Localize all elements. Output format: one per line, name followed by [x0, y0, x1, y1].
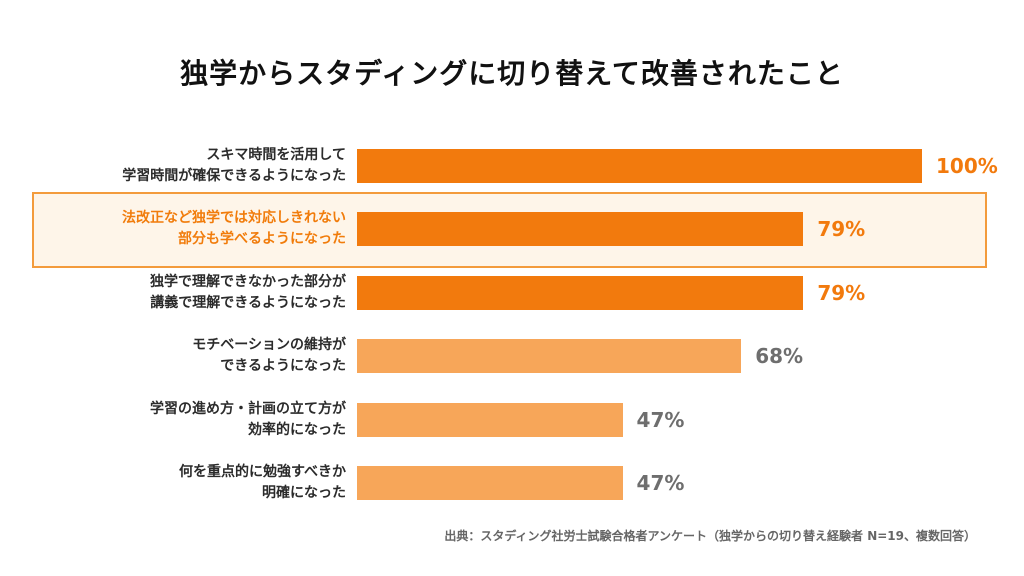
category-label: 独学で理解できなかった部分が 講義で理解できるようになった — [46, 272, 346, 314]
chart-title: 独学からスタディングに切り替えて改善されたこと — [180, 57, 844, 90]
bar — [357, 339, 742, 374]
category-label-line: できるようになった — [220, 358, 346, 375]
value-label: 79% — [817, 280, 866, 305]
category-label: 学習の進め方・計画の立て方が効率的になった — [46, 399, 346, 441]
category-label-line: 部分も学べるようになった — [178, 231, 346, 248]
bar — [357, 275, 804, 310]
value-label: 79% — [817, 217, 866, 242]
category-label-line: 独学で理解できなかった部分が — [150, 273, 346, 290]
source-note: 出典：スタディング社労士試験合格者アンケート（独学からの切り替え経験者 N=19… — [444, 529, 976, 543]
category-label: モチベーションの維持ができるようになった — [46, 335, 346, 377]
bar — [357, 149, 922, 183]
category-label-line: スキマ時間を活用して — [206, 147, 346, 163]
value-label: 100% — [936, 154, 998, 178]
category-label-line: モチベーションの維持が — [192, 337, 346, 354]
category-label-line: 明確になった — [262, 485, 346, 501]
bar — [357, 402, 623, 437]
category-label-line: 講義で理解できるようになった — [150, 294, 346, 311]
category-label-line: 効率的になった — [248, 421, 346, 438]
bar — [357, 212, 804, 247]
value-label: 47% — [636, 471, 685, 495]
category-label: スキマ時間を活用して学習時間が確保できるようになった — [46, 145, 346, 187]
value-label: 47% — [636, 407, 685, 432]
category-label-line: 学習の進め方・計画の立て方が — [150, 400, 346, 417]
category-label-line: 何を重点的に勉強すべきか — [178, 464, 346, 480]
value-label: 68% — [755, 344, 804, 369]
category-label: 何を重点的に勉強すべきか明確になった — [46, 462, 346, 504]
category-label: 法改正など独学では対応しきれない部分も学べるようになった — [46, 208, 346, 250]
category-label-line: 学習時間が確保できるようになった — [122, 168, 346, 184]
bar — [357, 466, 623, 500]
category-label-line: 法改正など独学では対応しきれない — [122, 210, 346, 227]
